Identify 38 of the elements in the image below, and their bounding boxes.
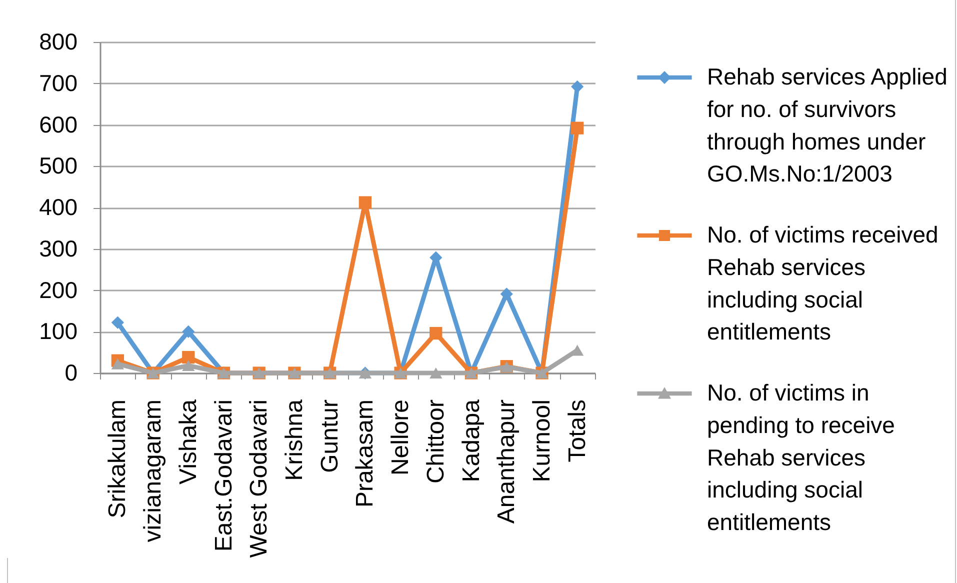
x-tick-label: Krishna [280,398,308,481]
point [182,360,195,372]
point [358,196,372,209]
x-tick-label: Vishaka [174,398,202,484]
point [570,122,584,134]
x-tick-label: Guntur [316,399,344,473]
x-tick-label: East.Godavari [210,400,238,552]
point [570,80,584,94]
y-tick-label: 100 [39,318,78,344]
point [182,350,195,364]
point [570,344,584,356]
point [111,358,124,370]
x-tick-label: vizianagaram [140,400,167,542]
y-tick-label: 400 [39,194,78,220]
x-tick-label: Prakasam [352,400,379,508]
x-tick-label: Ananthapur [493,400,520,524]
x-tick-label: Kadapa [458,398,485,482]
y-tick-label: 0 [64,360,78,386]
point [430,326,442,340]
legend-label: No. of victims received Rehab services including social entitlements [707,222,938,345]
x-tick-label: Kurnool [528,400,556,482]
y-tick-label: 300 [39,235,78,262]
y-tick-label: 200 [39,276,78,303]
y-tick-label: 700 [39,70,78,96]
x-tick-label: Totals [564,400,591,462]
y-tick-label: 800 [39,28,78,54]
x-tick-label: Nellore [387,400,414,476]
x-tick-label: Chittoor [422,400,450,484]
point [111,316,124,329]
y-tick-label: 600 [39,111,78,138]
y-tick-label: 500 [39,152,78,179]
legend-label: Rehab services Applied for no. of survivors through homes under GO.Ms.No:1/2003 [707,64,948,187]
x-tick-label: Srikakulam [104,400,132,518]
point [430,368,442,378]
x-tick-label: West Godavari [246,400,273,558]
point [182,325,195,338]
point [500,288,513,300]
legend-label: No. of victims in pending to receive Rehab services including social entitlements [707,380,895,536]
